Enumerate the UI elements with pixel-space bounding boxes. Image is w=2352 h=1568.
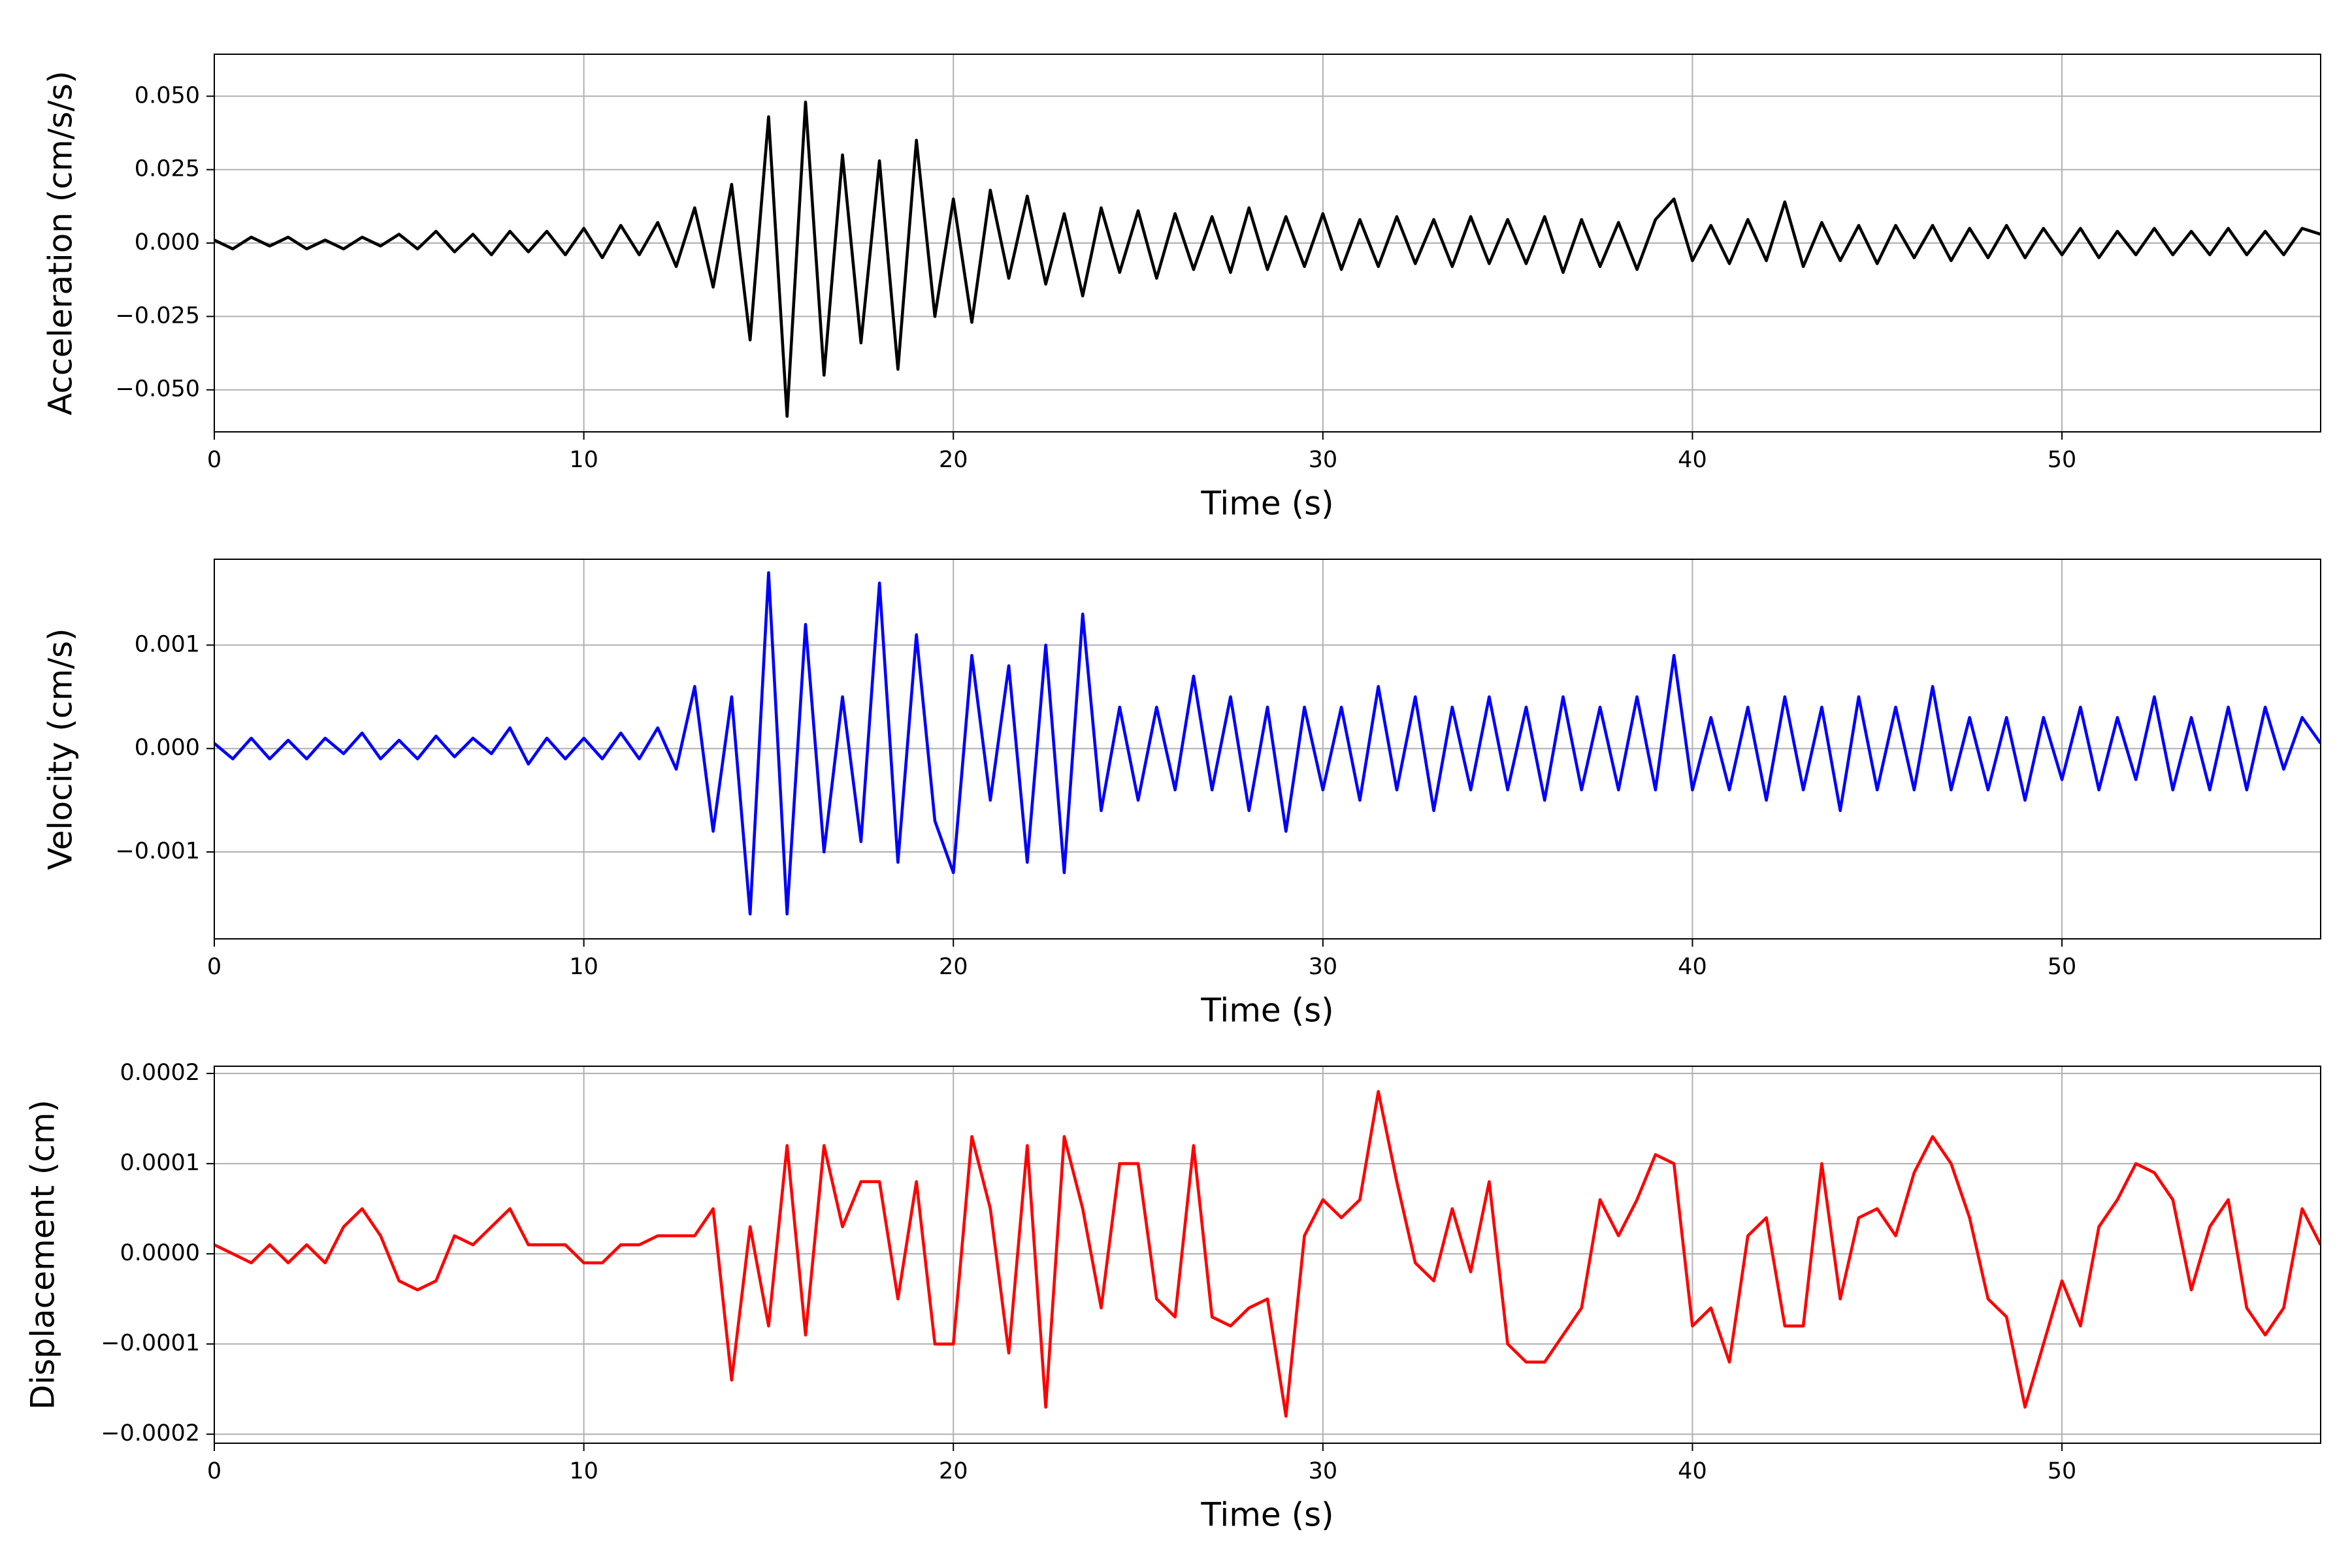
x-tick-label: 20: [939, 447, 968, 473]
y-axis-label: Displacement (cm): [24, 1100, 62, 1410]
x-tick-label: 30: [1309, 1458, 1338, 1484]
x-tick-label: 50: [2048, 447, 2077, 473]
x-tick-label: 50: [2048, 1458, 2077, 1484]
y-tick-label: −0.0001: [101, 1330, 200, 1356]
y-axis-label: Acceleration (cm/s/s): [42, 71, 80, 416]
y-tick-label: −0.050: [115, 376, 200, 402]
x-axis-label: Time (s): [1200, 1496, 1333, 1534]
axes-frame: [214, 1066, 2321, 1444]
y-axis-label: Velocity (cm/s): [42, 628, 80, 870]
x-tick-label: 30: [1309, 954, 1338, 980]
y-tick-label: 0.0000: [120, 1240, 200, 1266]
data-line: [214, 100, 2321, 418]
y-tick-label: 0.025: [135, 156, 200, 182]
x-tick-label: 10: [569, 1458, 598, 1484]
y-tick-label: −0.001: [115, 838, 200, 864]
y-tick-label: 0.050: [135, 82, 200, 108]
x-tick-label: 40: [1678, 447, 1707, 473]
data-line: [214, 1090, 2321, 1418]
y-tick-label: −0.025: [115, 302, 200, 329]
y-tick-label: −0.0002: [101, 1420, 200, 1446]
y-tick-label: 0.000: [135, 229, 200, 255]
x-tick-label: 20: [939, 954, 968, 980]
x-tick-label: 50: [2048, 954, 2077, 980]
y-tick-label: 0.0001: [120, 1150, 200, 1176]
x-tick-label: 0: [207, 954, 221, 980]
x-tick-label: 20: [939, 1458, 968, 1484]
x-tick-label: 10: [569, 954, 598, 980]
x-tick-label: 30: [1309, 447, 1338, 473]
y-tick-label: 0.000: [135, 735, 200, 761]
x-tick-label: 40: [1678, 1458, 1707, 1484]
x-tick-label: 40: [1678, 954, 1707, 980]
x-axis-label: Time (s): [1200, 992, 1333, 1030]
axes-frame: [214, 54, 2321, 433]
x-tick-label: 0: [207, 447, 221, 473]
data-line: [214, 571, 2321, 916]
x-tick-label: 10: [569, 447, 598, 473]
y-tick-label: 0.0002: [120, 1060, 200, 1086]
x-tick-label: 0: [207, 1458, 221, 1484]
x-axis-label: Time (s): [1200, 485, 1333, 523]
axes-frame: [214, 559, 2321, 939]
y-tick-label: 0.001: [135, 631, 200, 657]
